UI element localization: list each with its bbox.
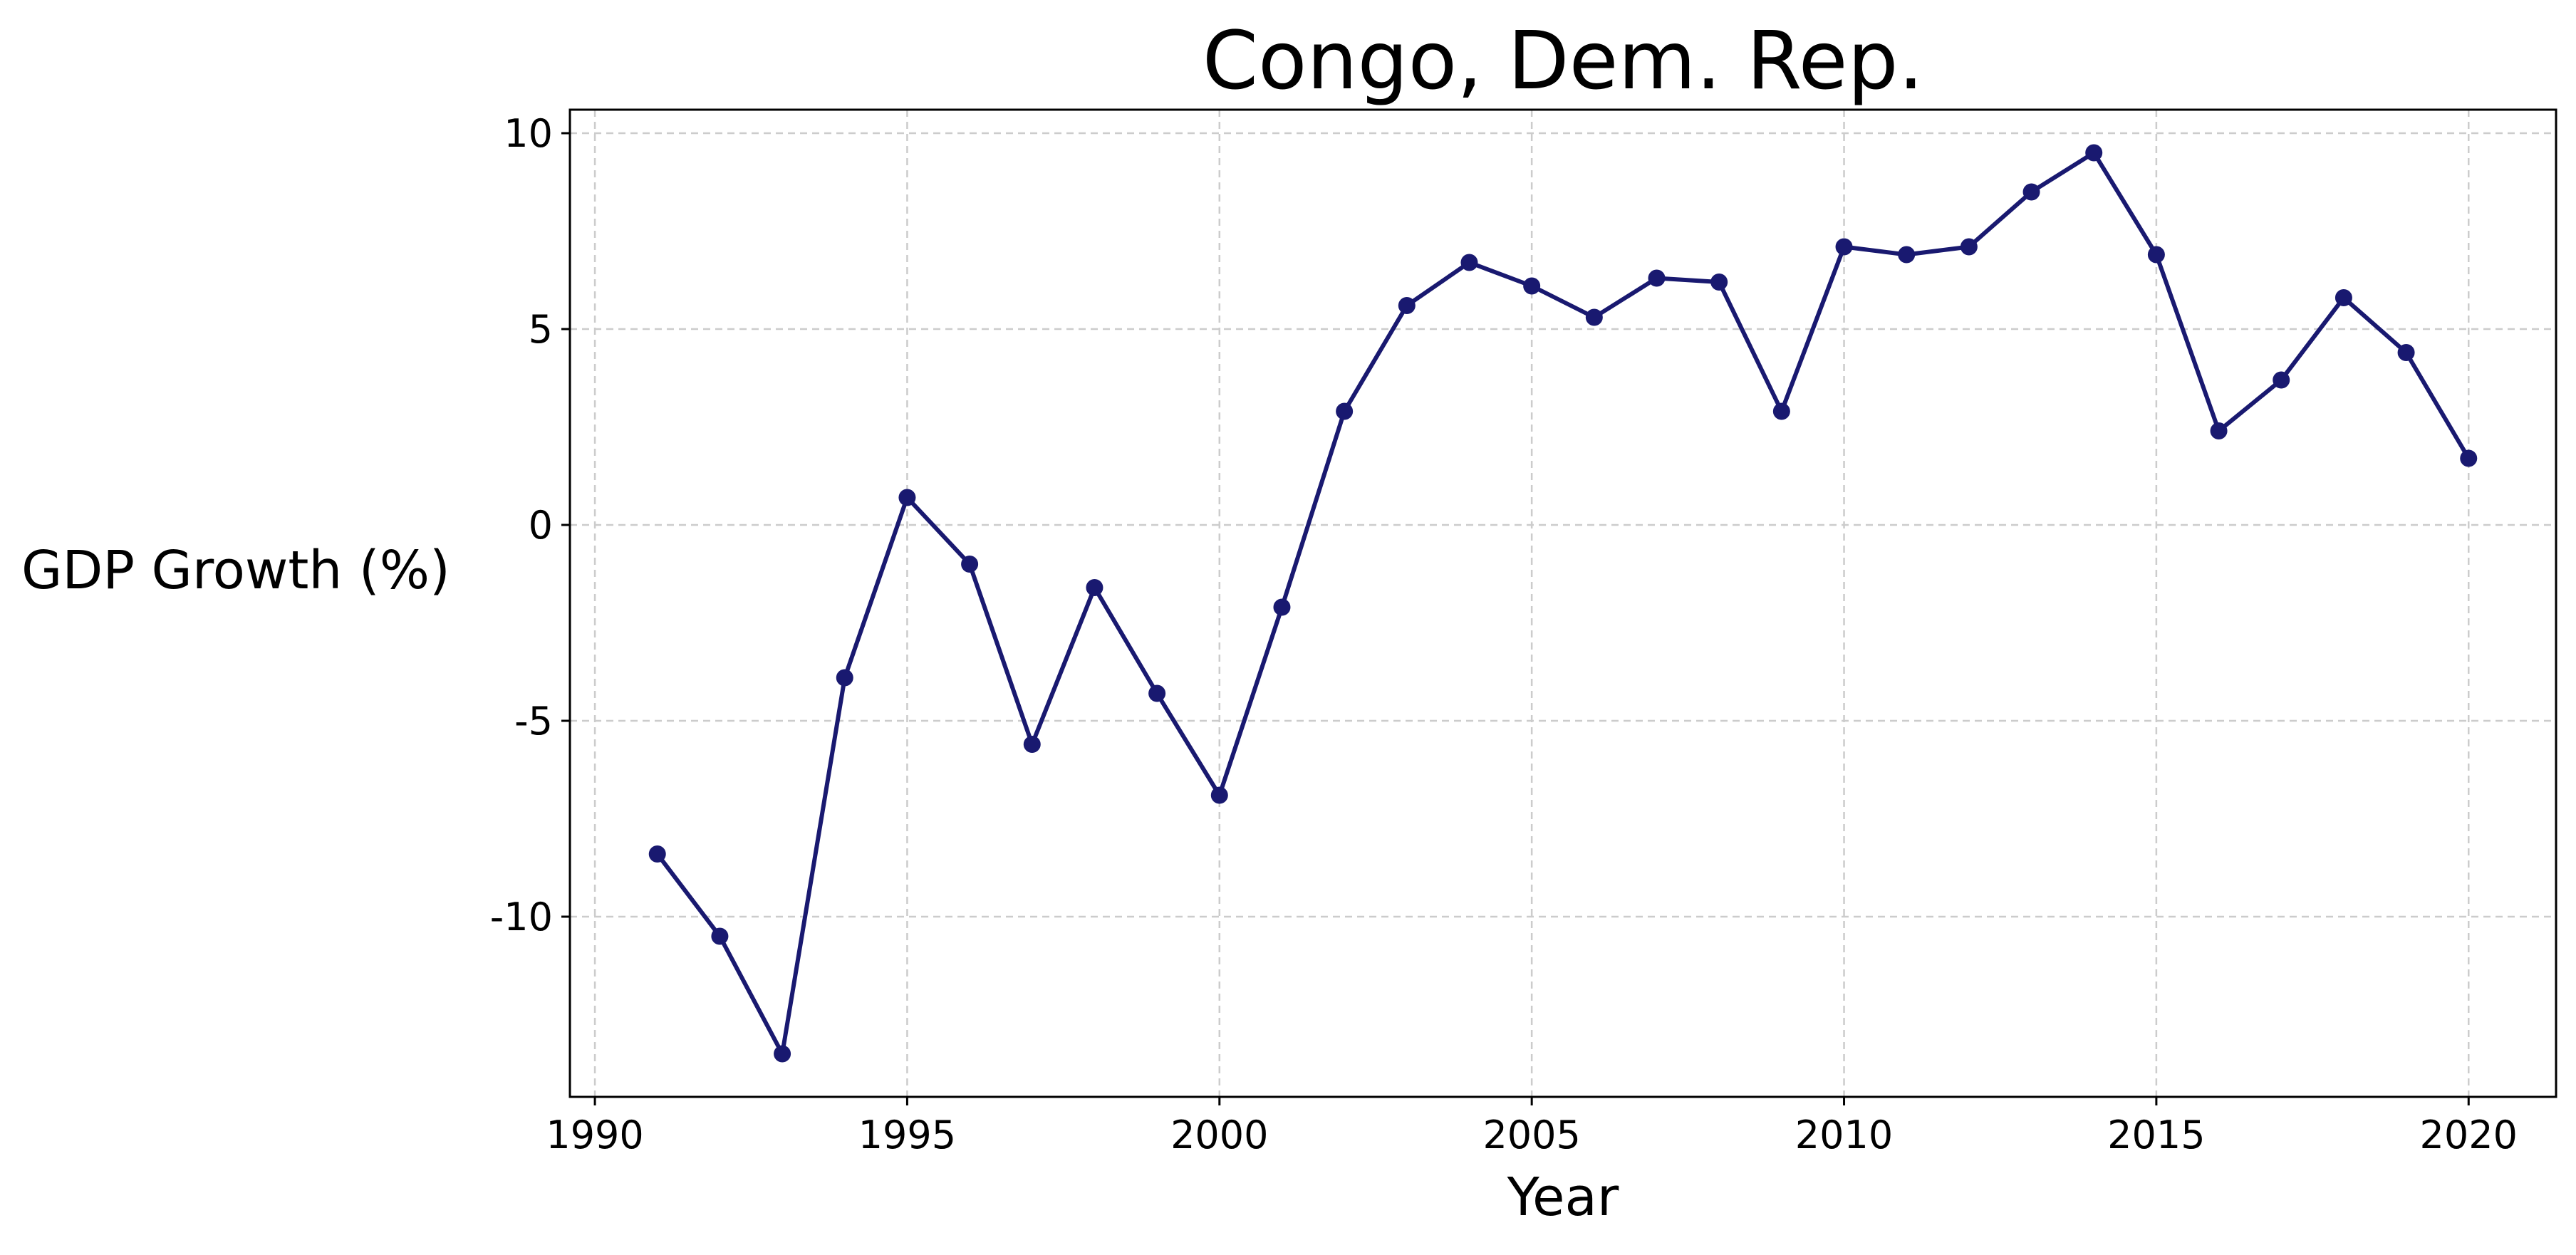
axis-ticks: 1990 1995 2000 2005 2010 2015 2020 10 5 0 -5 -10 xyxy=(490,111,2518,1157)
x-tick-label: 2010 xyxy=(1795,1113,1893,1157)
data-point xyxy=(1460,254,1478,271)
y-axis-label: GDP Growth (%) xyxy=(21,540,450,601)
y-tick-label: -10 xyxy=(490,895,553,939)
y-tick-label: 0 xyxy=(529,503,553,548)
x-tick-label: 2005 xyxy=(1482,1113,1580,1157)
chart-title: Congo, Dem. Rep. xyxy=(1203,15,1923,108)
y-tick-label: 10 xyxy=(504,111,553,156)
data-point xyxy=(898,489,916,506)
data-point xyxy=(1086,579,1103,596)
x-tick-label: 1990 xyxy=(546,1113,643,1157)
grid-lines xyxy=(570,110,2556,1097)
data-point xyxy=(2147,246,2165,264)
data-point xyxy=(1710,274,1728,291)
data-point xyxy=(1835,238,1853,256)
data-point xyxy=(2085,144,2103,162)
plot-area-frame xyxy=(568,108,2557,1098)
data-point xyxy=(2460,449,2478,467)
data-point xyxy=(961,556,979,573)
x-tick-label: 2020 xyxy=(2420,1113,2518,1157)
data-point xyxy=(1023,736,1041,753)
data-point xyxy=(1898,246,1916,264)
data-point xyxy=(2397,344,2415,361)
data-point xyxy=(1148,684,1166,702)
data-point xyxy=(2334,289,2352,306)
data-point xyxy=(836,669,853,687)
data-point xyxy=(1585,308,1603,326)
data-point xyxy=(1523,277,1541,295)
data-point xyxy=(1648,269,1666,287)
series-layer xyxy=(648,144,2478,1063)
data-point xyxy=(2273,371,2290,389)
data-point xyxy=(1210,786,1228,804)
data-point xyxy=(1772,402,1790,420)
data-point xyxy=(774,1045,791,1063)
y-tick-label: 5 xyxy=(529,307,553,352)
data-point xyxy=(1398,297,1416,314)
data-point xyxy=(2210,422,2228,439)
data-point xyxy=(2022,183,2040,201)
data-point xyxy=(1960,238,1978,256)
data-point xyxy=(648,845,666,863)
x-axis-label: Year xyxy=(1507,1167,1619,1228)
x-tick-label: 2015 xyxy=(2107,1113,2205,1157)
data-point xyxy=(1273,598,1291,616)
x-tick-label: 2000 xyxy=(1170,1113,1268,1157)
data-point xyxy=(1336,402,1354,420)
y-tick-label: -5 xyxy=(514,699,553,744)
series-line xyxy=(655,150,2471,1056)
x-tick-label: 1995 xyxy=(858,1113,956,1157)
data-point xyxy=(711,927,729,945)
